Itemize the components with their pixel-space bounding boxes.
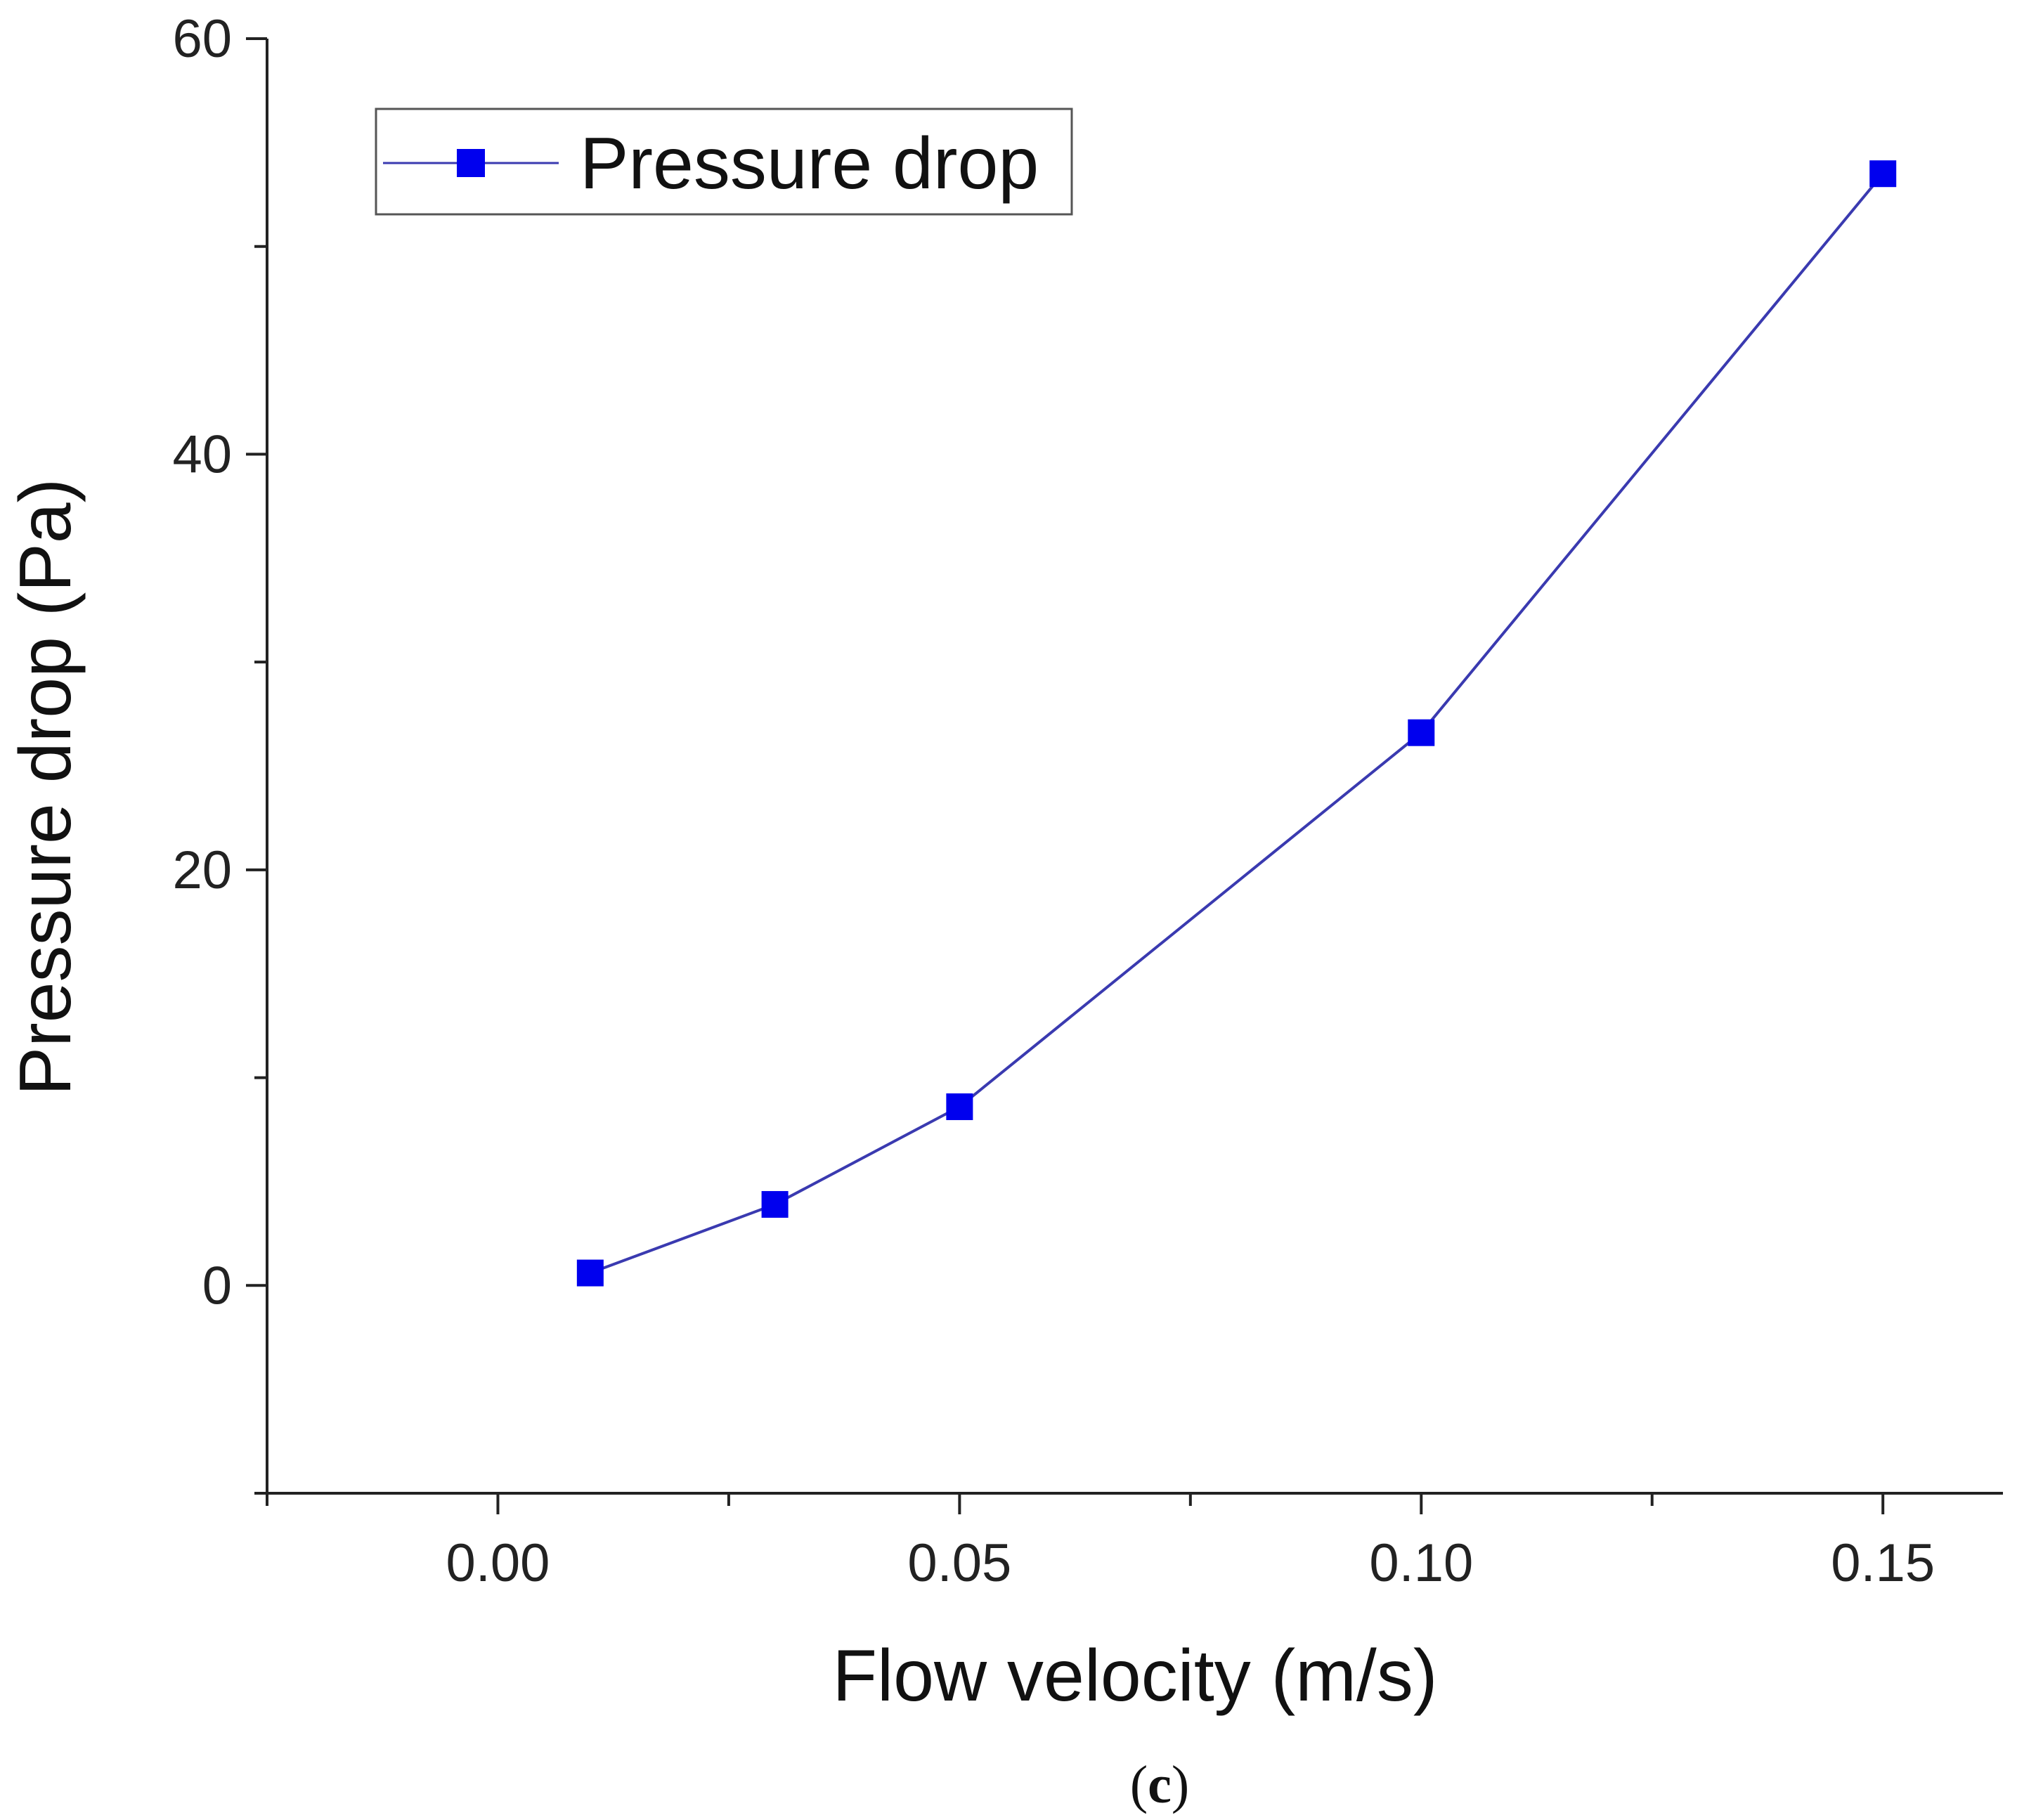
ticks: 0 20 40 60 0.00 0.05 0.10 0.15 [172, 9, 1935, 1593]
data-point-marker [1869, 160, 1897, 188]
y-tick-label: 0 [202, 1256, 232, 1315]
y-tick-label: 40 [172, 424, 232, 484]
axes [266, 39, 2003, 1495]
x-axis-title: Flow velocity (m/s) [833, 1635, 1438, 1717]
x-tick-label: 0.10 [1369, 1533, 1473, 1593]
data-point-marker [576, 1259, 604, 1287]
caption-close-paren: ) [1172, 1755, 1189, 1814]
x-tick-label: 0.00 [446, 1533, 550, 1593]
data-point-marker [946, 1093, 973, 1120]
caption-letter: c [1148, 1755, 1172, 1814]
x-tick-label: 0.15 [1831, 1533, 1935, 1593]
x-tick-label: 0.05 [907, 1533, 1011, 1593]
legend: Pressure drop [375, 108, 1073, 216]
y-tick-label: 20 [172, 840, 232, 900]
legend-box [375, 108, 1073, 216]
data-point-marker [761, 1190, 789, 1218]
figure-caption: (c) [1130, 1755, 1189, 1814]
y-tick-label: 60 [172, 9, 232, 69]
legend-entry-pressure-drop: Pressure drop [580, 123, 1039, 204]
caption-open-paren: ( [1130, 1755, 1148, 1814]
series-layer [576, 160, 1897, 1287]
data-point-marker [1408, 719, 1435, 746]
y-axis-title: Pressure drop (Pa) [5, 479, 86, 1096]
legend-marker-square [457, 149, 485, 177]
